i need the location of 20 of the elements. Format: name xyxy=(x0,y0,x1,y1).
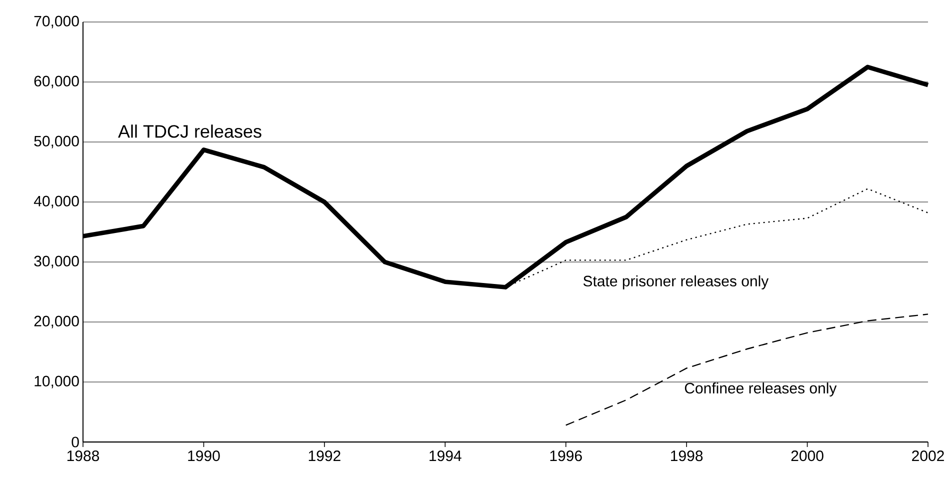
series-label: All TDCJ releases xyxy=(118,124,262,138)
x-tick-label: 1994 xyxy=(430,450,462,462)
y-tick-label: 60,000 xyxy=(34,76,79,88)
x-tick-label: 1990 xyxy=(188,450,220,462)
series-label: State prisoner releases only xyxy=(583,275,769,290)
x-tick-label: 1996 xyxy=(550,450,582,462)
y-tick-label: 70,000 xyxy=(34,16,79,28)
y-tick-label: 40,000 xyxy=(34,196,79,208)
y-tick-label: 20,000 xyxy=(34,316,79,328)
x-tick-label: 2002 xyxy=(912,450,944,462)
x-tick-label: 2000 xyxy=(791,450,824,462)
series-label: Confinee releases only xyxy=(684,382,837,396)
y-tick-label: 10,000 xyxy=(34,376,79,388)
line-series xyxy=(565,314,929,426)
y-tick-label: 30,000 xyxy=(34,256,79,268)
y-tick-label: 0 xyxy=(72,436,79,448)
x-tick-label: 1988 xyxy=(67,450,100,462)
x-tick-label: 1992 xyxy=(308,450,340,462)
y-tick-label: 50,000 xyxy=(34,136,79,148)
x-tick-label: 1998 xyxy=(671,450,703,462)
